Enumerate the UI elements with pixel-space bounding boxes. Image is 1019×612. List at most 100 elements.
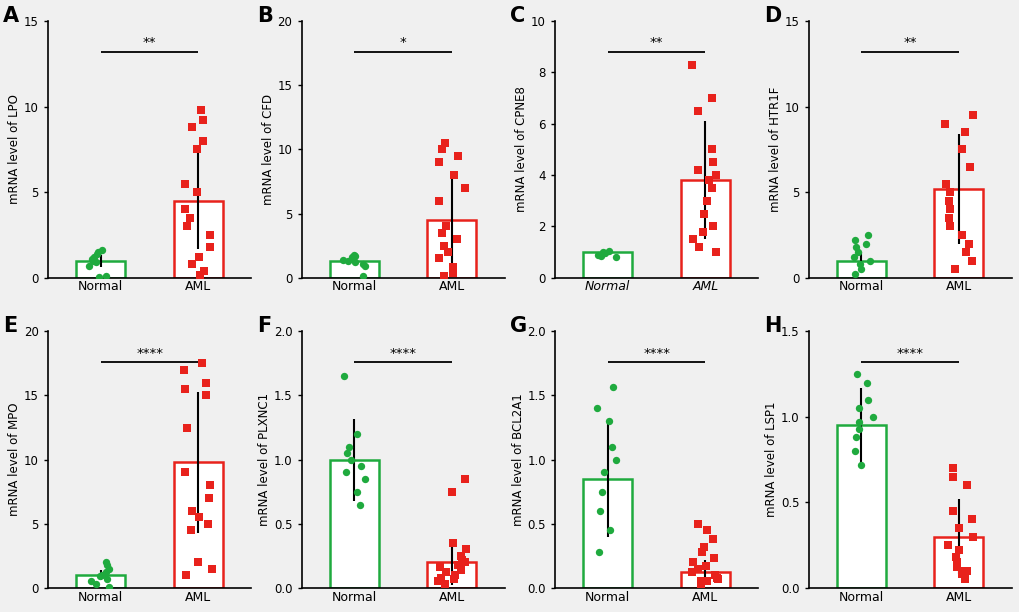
Point bbox=[857, 239, 873, 248]
Point bbox=[703, 183, 719, 193]
Point bbox=[458, 545, 474, 554]
Text: D: D bbox=[763, 6, 781, 26]
Point bbox=[94, 570, 110, 580]
Bar bbox=[933, 188, 982, 278]
Point bbox=[445, 574, 462, 584]
Point bbox=[709, 574, 726, 584]
Point bbox=[444, 538, 461, 548]
Point bbox=[590, 547, 606, 557]
Point bbox=[355, 259, 371, 269]
Point bbox=[444, 263, 461, 272]
Point bbox=[852, 460, 868, 469]
Point bbox=[340, 442, 357, 452]
Bar bbox=[681, 572, 729, 588]
Point bbox=[182, 525, 199, 535]
Point bbox=[345, 250, 362, 259]
Point bbox=[946, 264, 962, 274]
Point bbox=[955, 566, 971, 576]
Point bbox=[98, 567, 114, 577]
Point bbox=[346, 251, 363, 261]
Point bbox=[86, 252, 102, 262]
Text: C: C bbox=[510, 6, 525, 26]
Point bbox=[437, 222, 453, 231]
Point bbox=[198, 378, 214, 387]
Point bbox=[595, 468, 611, 477]
Y-axis label: mRNA level of CFD: mRNA level of CFD bbox=[262, 94, 274, 205]
Point bbox=[342, 455, 359, 465]
Point bbox=[196, 266, 212, 276]
Point bbox=[177, 204, 194, 214]
Point bbox=[591, 506, 607, 516]
Point bbox=[850, 424, 866, 434]
Point bbox=[947, 552, 963, 562]
Point bbox=[83, 577, 99, 586]
Y-axis label: mRNA level of LSP1: mRNA level of LSP1 bbox=[764, 402, 777, 517]
Point bbox=[195, 136, 211, 146]
Text: ****: **** bbox=[896, 346, 922, 360]
Point bbox=[941, 204, 957, 214]
Point bbox=[859, 230, 875, 240]
Bar bbox=[329, 460, 378, 588]
Point bbox=[200, 519, 216, 529]
Point bbox=[600, 416, 616, 426]
Point bbox=[695, 542, 711, 552]
Point bbox=[343, 252, 360, 262]
Point bbox=[195, 116, 211, 125]
Point bbox=[593, 487, 609, 496]
Point bbox=[439, 247, 455, 257]
Point bbox=[91, 272, 107, 282]
Point bbox=[84, 254, 100, 264]
Point bbox=[193, 105, 209, 115]
Point bbox=[432, 573, 448, 583]
Point bbox=[338, 449, 355, 458]
Bar bbox=[174, 201, 222, 278]
Point bbox=[89, 249, 105, 259]
Point bbox=[698, 525, 714, 535]
Point bbox=[453, 554, 470, 564]
Point bbox=[355, 272, 371, 282]
Point bbox=[846, 269, 862, 279]
Point bbox=[607, 252, 624, 262]
Point bbox=[82, 261, 98, 271]
Point bbox=[353, 461, 369, 471]
Point bbox=[957, 247, 973, 257]
Point bbox=[357, 261, 373, 271]
Point bbox=[601, 525, 618, 535]
Point bbox=[705, 553, 721, 563]
Point bbox=[694, 226, 710, 236]
Point bbox=[588, 403, 604, 413]
Text: ****: **** bbox=[389, 346, 416, 360]
Point bbox=[964, 110, 980, 120]
Point bbox=[690, 242, 706, 252]
Point bbox=[446, 570, 463, 580]
Y-axis label: mRNA level of BCL2A1: mRNA level of BCL2A1 bbox=[512, 394, 524, 526]
Point bbox=[945, 472, 961, 482]
Point bbox=[942, 222, 958, 231]
Point bbox=[963, 515, 979, 524]
Point bbox=[178, 423, 195, 433]
Point bbox=[964, 532, 980, 542]
Point bbox=[698, 577, 714, 586]
Point bbox=[443, 487, 460, 496]
Point bbox=[604, 382, 621, 392]
Y-axis label: mRNA level of MPO: mRNA level of MPO bbox=[8, 403, 21, 517]
Point bbox=[703, 93, 719, 103]
Point bbox=[703, 144, 719, 154]
Point bbox=[334, 255, 351, 264]
Point bbox=[941, 187, 957, 197]
Text: G: G bbox=[510, 316, 527, 336]
Point bbox=[950, 545, 966, 555]
Point bbox=[202, 230, 218, 240]
Point bbox=[449, 151, 466, 161]
Point bbox=[938, 540, 955, 550]
Point bbox=[201, 493, 217, 503]
Point bbox=[945, 506, 961, 516]
Point bbox=[950, 523, 966, 533]
Bar bbox=[329, 261, 378, 278]
Point bbox=[596, 248, 612, 258]
Point bbox=[175, 365, 192, 375]
Point bbox=[704, 534, 720, 544]
Point bbox=[690, 165, 706, 175]
Point bbox=[444, 267, 461, 277]
Point bbox=[850, 403, 866, 413]
